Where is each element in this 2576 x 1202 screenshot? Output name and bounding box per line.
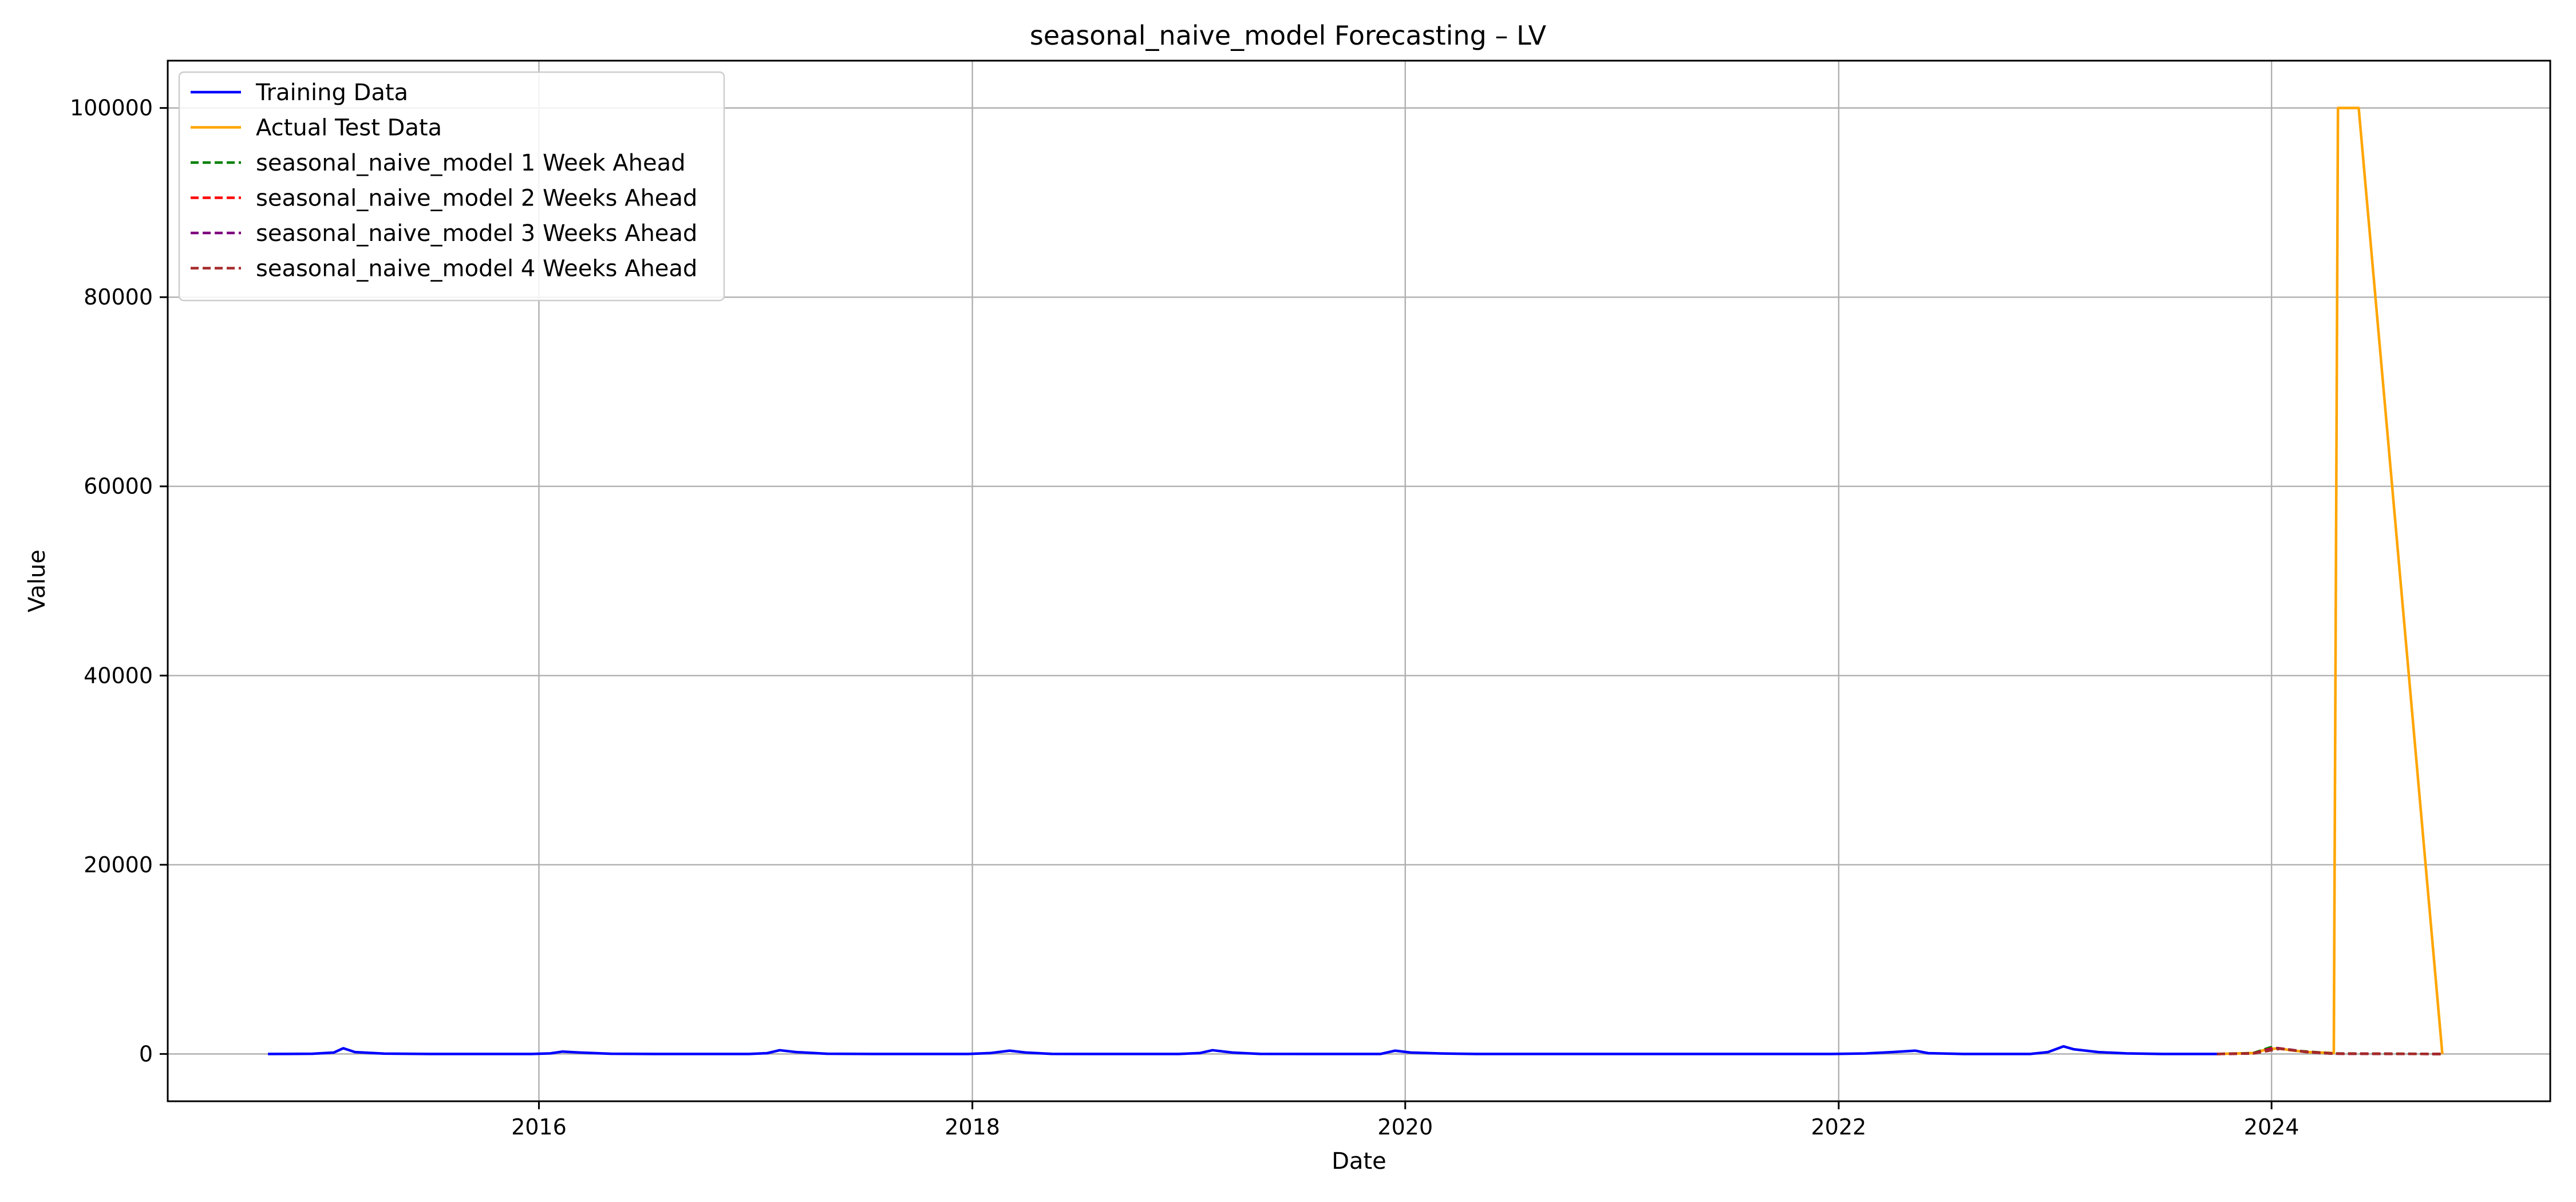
legend-entry-label: Training Data bbox=[255, 80, 408, 106]
y-tick-label: 20000 bbox=[84, 852, 153, 877]
x-tick-label: 2022 bbox=[1811, 1114, 1867, 1140]
y-tick-label: 60000 bbox=[84, 474, 153, 499]
y-axis-label: Value bbox=[24, 549, 50, 612]
plot-frame bbox=[167, 60, 2551, 1102]
series-line-2 bbox=[2217, 106, 2444, 1055]
axis-ticks: 2016 2018 2020 2022 2024 0 20000 40000 60000 8000… bbox=[70, 96, 2300, 1140]
legend-entry-label: seasonal_naive_model 2 Weeks Ahead bbox=[256, 185, 697, 212]
x-tick-label: 2020 bbox=[1377, 1114, 1433, 1140]
y-tick-label: 80000 bbox=[84, 284, 153, 310]
x-tick-label: 2024 bbox=[2244, 1114, 2300, 1140]
legend: Training Data Actual Test Data seasonal_na… bbox=[178, 71, 725, 302]
legend-entry-label: seasonal_naive_model 1 Week Ahead bbox=[256, 150, 685, 176]
series-line-1 bbox=[268, 1045, 2217, 1055]
x-tick-label: 2018 bbox=[945, 1114, 1000, 1140]
legend-box bbox=[178, 71, 725, 302]
legend-entry-label: seasonal_naive_model 4 Weeks Ahead bbox=[256, 256, 697, 282]
x-tick-label: 2016 bbox=[511, 1114, 567, 1140]
chart-title: seasonal_naive_model Forecasting – LV bbox=[1030, 20, 1547, 51]
series-line-6 bbox=[2217, 1047, 2443, 1055]
y-tick-label: 100000 bbox=[70, 96, 153, 121]
y-tick-label: 0 bbox=[139, 1041, 153, 1066]
series-lines bbox=[268, 106, 2444, 1055]
x-axis-label: Date bbox=[1332, 1148, 1386, 1175]
legend-entry-label: seasonal_naive_model 3 Weeks Ahead bbox=[256, 220, 697, 247]
y-tick-label: 40000 bbox=[84, 663, 153, 688]
legend-entry-label: Actual Test Data bbox=[256, 115, 442, 141]
